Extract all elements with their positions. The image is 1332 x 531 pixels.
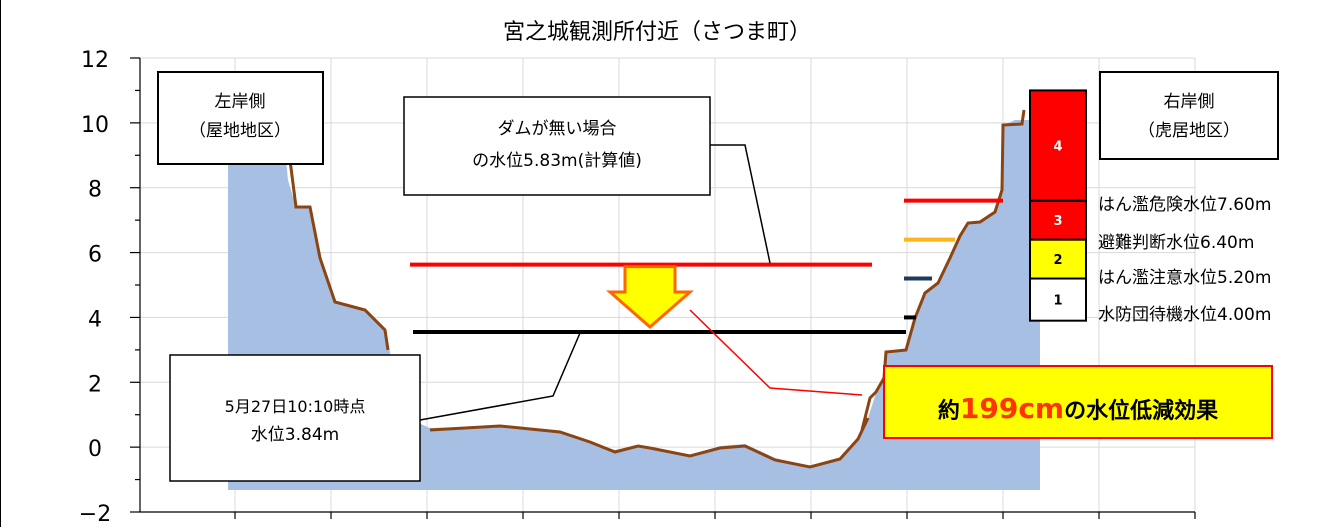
right-bank-box: [1099, 71, 1279, 160]
no-dam-callout-box: [403, 96, 711, 196]
scale-bar-label-3: 3: [1053, 214, 1062, 229]
current-callout-line1: 5月27日10:10時点: [225, 397, 366, 416]
y-tick-label-12: 12: [81, 48, 109, 73]
right-bank-line: [860, 109, 1026, 431]
scale-bar-segment-3: [1029, 199, 1087, 241]
level-label-danger: はん濫危険水位7.60m: [1098, 195, 1271, 215]
effect-callout-box: [883, 365, 1273, 439]
y-tick-label--2: −2: [79, 502, 111, 527]
y-tick-label-10: 10: [81, 113, 109, 138]
y-tick-label-6: 6: [88, 243, 102, 268]
y-tick-label-0: 0: [88, 437, 102, 462]
river-bed-line: [429, 417, 870, 469]
effect-callout: 約199cmの水位低減効果: [689, 309, 1273, 439]
current-level-callout: 5月27日10:10時点 水位3.84m: [169, 332, 581, 482]
level-labels: はん濫危険水位7.60m 避難判断水位6.40m はん濫注意水位5.20m 水防…: [1098, 195, 1271, 325]
current-leader-line: [419, 332, 581, 421]
left-bank-line: [288, 159, 390, 351]
y-tick-label-2: 2: [88, 372, 102, 397]
scale-bar-segment-4: [1029, 89, 1087, 202]
level-label-evacuation: 避難判断水位6.40m: [1098, 233, 1254, 253]
left-bank-label: 左岸側: [215, 92, 266, 112]
current-callout-box: [169, 354, 421, 482]
scale-bar-segment-1: [1029, 277, 1087, 322]
effect-prefix: 約: [938, 398, 960, 424]
level-label-caution: はん濫注意水位5.20m: [1098, 268, 1271, 288]
scale-bar-label-1: 1: [1053, 294, 1062, 309]
effect-callout-text: 約199cmの水位低減効果: [938, 392, 1218, 425]
effect-highlight: 199cm: [960, 392, 1064, 425]
effect-leader-line: [689, 309, 863, 396]
chart-title: 宮之城観測所付近（さつま町）: [503, 20, 811, 45]
level-label-standby: 水防団待機水位4.00m: [1098, 305, 1271, 325]
current-callout-line2: 水位3.84m: [251, 425, 339, 445]
level-markers: [904, 198, 1003, 320]
no-dam-callout-line2: の水位5.83m(計算値): [472, 151, 642, 171]
right-bank-label-box: 右岸側 （虎居地区）: [1099, 71, 1279, 160]
scale-bar-label-4: 4: [1053, 140, 1062, 155]
right-bank-label: 右岸側: [1164, 92, 1215, 112]
no-dam-callout-line1: ダムが無い場合: [498, 119, 617, 139]
left-bank-box: [157, 71, 324, 165]
effect-suffix: の水位低減効果: [1064, 398, 1218, 424]
left-bank-label-box: 左岸側 （屋地地区）: [157, 71, 324, 165]
left-bank-sublabel: （屋地地区）: [189, 121, 291, 141]
y-tick-label-4: 4: [88, 307, 102, 332]
no-dam-leader-line: [710, 144, 771, 264]
level-scale-bar: 1 2 3 4: [1029, 89, 1087, 322]
scale-bar-label-2: 2: [1053, 253, 1062, 268]
no-dam-callout: ダムが無い場合 の水位5.83m(計算値): [403, 96, 771, 264]
reduction-arrow: [606, 265, 694, 330]
right-bank-sublabel: （虎居地区）: [1138, 121, 1240, 141]
y-tick-label-8: 8: [88, 178, 102, 203]
